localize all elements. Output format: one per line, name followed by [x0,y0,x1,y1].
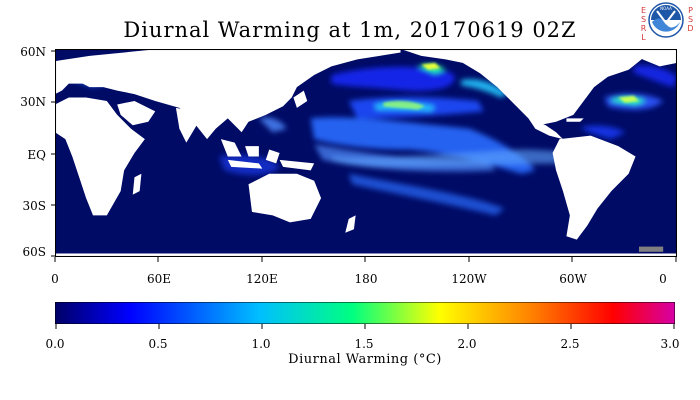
colorbar-tick-0-5: 0.5 [148,337,168,351]
warming-field [72,64,677,216]
colorbar-tick-1-0: 1.0 [251,337,271,351]
noaa-logo-text: NOAA [660,6,672,11]
lat-label-eq: EQ [27,148,46,162]
lat-label-30s: 30S [22,199,47,213]
lon-ticks [54,257,677,262]
lat-label-60s: 60S [22,245,47,259]
lat-label-60n: 60N [20,45,46,59]
lon-label-0-end: 0 [659,272,667,286]
lon-label-0: 0 [51,272,59,286]
colorbar-tick-3-0: 3.0 [660,337,680,351]
colorbar-tick-0-0: 0.0 [45,337,65,351]
lon-label-60e: 60E [146,272,172,286]
colorbar-title: Diurnal Warming (°C) [288,352,442,367]
psd-text: PSD [686,6,695,33]
colorbar-ticks [55,324,675,329]
colorbar-tick-2-0: 2.0 [457,337,477,351]
esrl-letters: ESRL [638,6,648,45]
warming-hotspots [383,62,639,110]
lon-label-60w: 60W [559,272,587,286]
psd-letters: PSD [685,6,695,36]
esrl-text: ESRL [639,6,648,42]
diurnal-warming-map [55,49,677,257]
lat-label-30n: 30N [20,95,46,109]
colorbar-gradient [55,302,675,324]
map-frame [55,49,677,257]
lat-ticks [51,50,55,257]
lon-label-120e: 120E [246,272,278,286]
colorbar-tick-2-5: 2.5 [560,337,580,351]
map-title: Diurnal Warming at 1m, 20170619 02Z [123,18,577,42]
lon-label-180: 180 [354,272,378,286]
land-masses [55,49,677,257]
noaa-logo-icon: NOAA [648,2,684,38]
lon-label-120w: 120W [451,272,487,286]
sea-ice-patch [638,246,664,252]
colorbar-tick-1-5: 1.5 [354,337,374,351]
colorbar [55,302,675,324]
